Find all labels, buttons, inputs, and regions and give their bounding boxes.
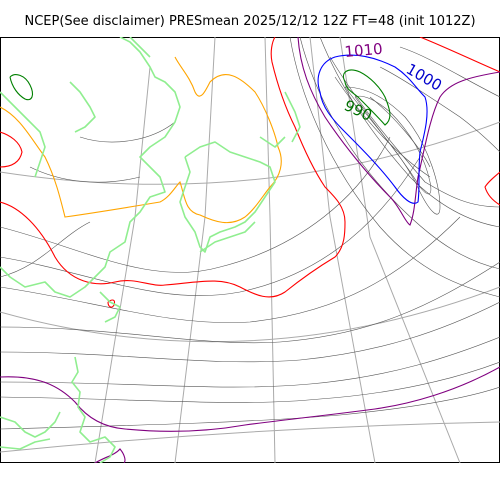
isobar-label-1010: 1010 — [344, 40, 384, 61]
contour-orange — [0, 56, 282, 224]
map-title: NCEP(See disclaimer) PRESmean 2025/12/12… — [24, 14, 476, 29]
coastline — [0, 37, 301, 463]
contour-red-east — [484, 171, 500, 206]
contour-red-ne — [419, 37, 500, 73]
graticule — [0, 37, 500, 463]
low-isobars — [344, 86, 441, 215]
contour-purple-bottom — [94, 448, 126, 463]
contour-purple-south — [0, 366, 500, 432]
contour-red-main — [0, 37, 346, 298]
pressure-map: 1010 1000 990 — [0, 37, 500, 463]
contour-red-small — [107, 299, 116, 308]
contour-purple-low — [297, 37, 500, 226]
contour-green-west — [9, 74, 34, 101]
contour-red-west — [0, 131, 23, 168]
contour-green — [342, 69, 391, 126]
contour-blue — [317, 54, 428, 204]
